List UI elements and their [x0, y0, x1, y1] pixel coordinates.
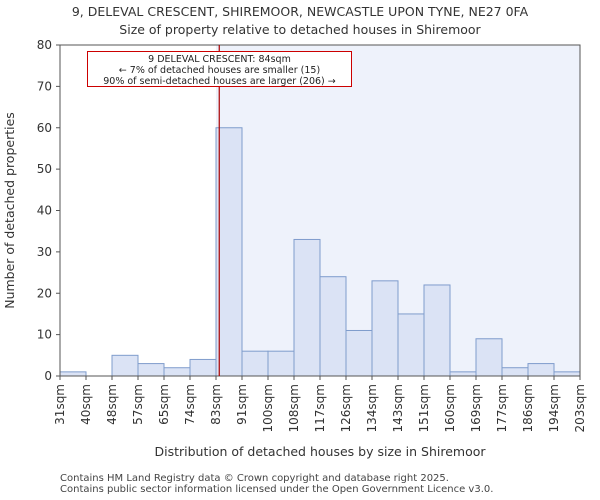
x-tick-label-83sqm: 83sqm	[209, 384, 223, 425]
x-tick-label-177sqm: 177sqm	[495, 384, 509, 432]
bar-31sqm	[59, 371, 87, 377]
annotation-line-3: 90% of semi-detached houses are larger (…	[103, 76, 336, 87]
annotation-box: 9 DELEVAL CRESCENT: 84sqm ← 7% of detach…	[87, 51, 352, 87]
chart-title: 9, DELEVAL CRESCENT, SHIREMOOR, NEWCASTL…	[71, 4, 529, 19]
bar-48sqm	[111, 354, 139, 377]
x-tick-label-169sqm: 169sqm	[469, 384, 483, 432]
bar-169sqm	[475, 338, 503, 377]
annotation-line-1: 9 DELEVAL CRESCENT: 84sqm	[148, 54, 291, 65]
footer-copyright: Contains HM Land Registry data © Crown c…	[60, 473, 449, 484]
y-tick-label-0: 0	[44, 369, 52, 383]
bar-194sqm	[553, 371, 581, 377]
bar-177sqm	[501, 367, 529, 377]
bar-74sqm	[189, 358, 217, 377]
bar-83sqm	[215, 127, 243, 377]
y-tick-label-20: 20	[37, 286, 52, 300]
x-tick-label-91sqm: 91sqm	[235, 384, 249, 425]
x-tick-label-40sqm: 40sqm	[79, 384, 93, 425]
footer-licence: Contains public sector information licen…	[60, 484, 494, 495]
x-tick-label-194sqm: 194sqm	[547, 384, 561, 432]
bar-160sqm	[449, 371, 477, 377]
bar-100sqm	[267, 350, 295, 377]
y-axis-label: Number of detached properties	[2, 112, 17, 309]
x-tick-label-74sqm: 74sqm	[183, 384, 197, 425]
x-tick-label-57sqm: 57sqm	[131, 384, 145, 425]
bar-143sqm	[397, 313, 425, 377]
x-tick-label-117sqm: 117sqm	[313, 384, 327, 432]
x-tick-label-48sqm: 48sqm	[105, 384, 119, 425]
x-tick-label-186sqm: 186sqm	[521, 384, 535, 432]
bar-126sqm	[345, 329, 373, 377]
y-tick-label-30: 30	[37, 245, 52, 259]
x-tick-label-100sqm: 100sqm	[261, 384, 275, 432]
x-tick-label-65sqm: 65sqm	[157, 384, 171, 425]
bar-186sqm	[527, 363, 555, 377]
annotation-line-2: ← 7% of detached houses are smaller (15)	[118, 65, 321, 76]
y-tick-label-80: 80	[37, 38, 52, 52]
bar-91sqm	[241, 350, 269, 377]
x-tick-label-203sqm: 203sqm	[573, 384, 587, 432]
bar-108sqm	[293, 238, 321, 377]
chart-subtitle: Size of property relative to detached ho…	[119, 22, 481, 37]
y-tick-label-60: 60	[37, 121, 52, 135]
bar-134sqm	[371, 280, 399, 377]
y-tick-label-10: 10	[37, 328, 52, 342]
x-tick-label-143sqm: 143sqm	[391, 384, 405, 432]
bar-57sqm	[137, 363, 165, 377]
y-tick-label-50: 50	[37, 162, 52, 176]
x-tick-label-108sqm: 108sqm	[287, 384, 301, 432]
y-tick-label-70: 70	[37, 79, 52, 93]
x-axis-label: Distribution of detached houses by size …	[154, 444, 486, 459]
bar-151sqm	[423, 284, 451, 377]
y-tick-label-40: 40	[37, 204, 52, 218]
x-tick-label-31sqm: 31sqm	[53, 384, 67, 425]
bar-65sqm	[163, 367, 191, 377]
x-tick-label-151sqm: 151sqm	[417, 384, 431, 432]
x-tick-label-126sqm: 126sqm	[339, 384, 353, 432]
x-tick-label-160sqm: 160sqm	[443, 384, 457, 432]
x-tick-label-134sqm: 134sqm	[365, 384, 379, 432]
bar-117sqm	[319, 276, 347, 377]
